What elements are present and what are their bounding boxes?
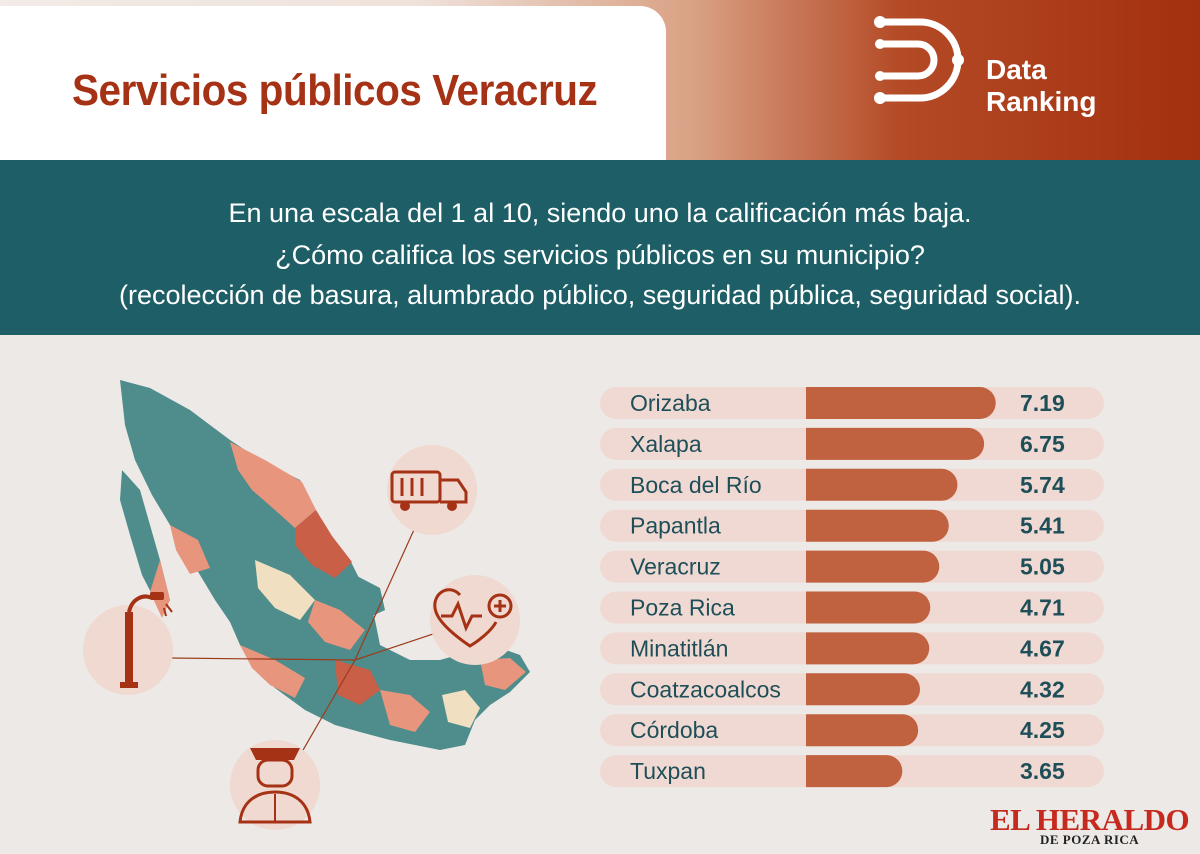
garbage-truck-icon bbox=[387, 445, 477, 535]
category-label: Poza Rica bbox=[630, 595, 735, 621]
value-label: 5.74 bbox=[1020, 472, 1065, 498]
row-background bbox=[600, 550, 1104, 583]
category-label: Minatitlán bbox=[630, 635, 728, 661]
mexico-map-shape bbox=[120, 380, 530, 750]
value-label: 4.32 bbox=[1020, 676, 1065, 702]
value-label: 4.25 bbox=[1020, 717, 1065, 743]
row-background bbox=[600, 632, 1104, 665]
bar-minatitlán bbox=[806, 632, 930, 665]
bar-coatzacoalcos bbox=[806, 673, 920, 706]
row-background bbox=[600, 468, 1104, 501]
row-background bbox=[600, 591, 1104, 624]
bar-orizaba bbox=[806, 387, 996, 419]
row-background bbox=[600, 387, 1104, 419]
category-label: Veracruz bbox=[630, 554, 721, 580]
brand-line1: Data bbox=[986, 54, 1047, 85]
value-label: 4.67 bbox=[1020, 635, 1065, 661]
brand-line2: Ranking bbox=[986, 86, 1097, 117]
bar-tuxpan bbox=[806, 755, 903, 788]
bar-xalapa bbox=[806, 427, 985, 460]
title-card bbox=[0, 6, 666, 160]
mexico-map bbox=[83, 380, 530, 830]
data-ranking-logo-icon bbox=[874, 16, 964, 104]
publisher-logo: EL HERALDO bbox=[990, 802, 1190, 837]
value-label: 5.05 bbox=[1020, 554, 1065, 580]
bar-poza-rica bbox=[806, 591, 931, 624]
category-label: Coatzacoalcos bbox=[630, 676, 781, 702]
row-background bbox=[600, 427, 1104, 460]
value-label: 7.19 bbox=[1020, 390, 1065, 416]
value-label: 3.65 bbox=[1020, 758, 1065, 784]
row-background bbox=[600, 714, 1104, 747]
category-label: Tuxpan bbox=[630, 758, 706, 784]
brand-name: Data Ranking bbox=[986, 54, 1096, 118]
row-background bbox=[600, 509, 1104, 542]
heart-health-icon bbox=[430, 575, 520, 665]
category-label: Boca del Río bbox=[630, 472, 762, 498]
question-band bbox=[0, 160, 1200, 335]
row-background bbox=[600, 755, 1104, 788]
street-lamp-icon bbox=[83, 592, 173, 695]
bar-boca-del-río bbox=[806, 468, 958, 501]
page-title: Servicios públicos Veracruz bbox=[72, 66, 598, 115]
bar-córdoba bbox=[806, 714, 919, 747]
category-label: Xalapa bbox=[630, 431, 702, 457]
publisher-subtitle: DE POZA RICA bbox=[1040, 832, 1140, 847]
bar-veracruz bbox=[806, 550, 940, 583]
value-label: 6.75 bbox=[1020, 431, 1065, 457]
question-line-1: En una escala del 1 al 10, siendo uno la… bbox=[228, 198, 972, 228]
value-label: 5.41 bbox=[1020, 513, 1065, 539]
row-background bbox=[600, 673, 1104, 706]
category-label: Córdoba bbox=[630, 717, 718, 743]
question-line-2: ¿Cómo califica los servicios públicos en… bbox=[275, 240, 925, 270]
bar-papantla bbox=[806, 509, 949, 542]
value-label: 4.71 bbox=[1020, 595, 1065, 621]
police-officer-icon bbox=[230, 740, 320, 830]
category-label: Papantla bbox=[630, 513, 721, 539]
category-label: Orizaba bbox=[630, 390, 711, 416]
question-line-3: (recolección de basura, alumbrado públic… bbox=[118, 280, 1082, 310]
